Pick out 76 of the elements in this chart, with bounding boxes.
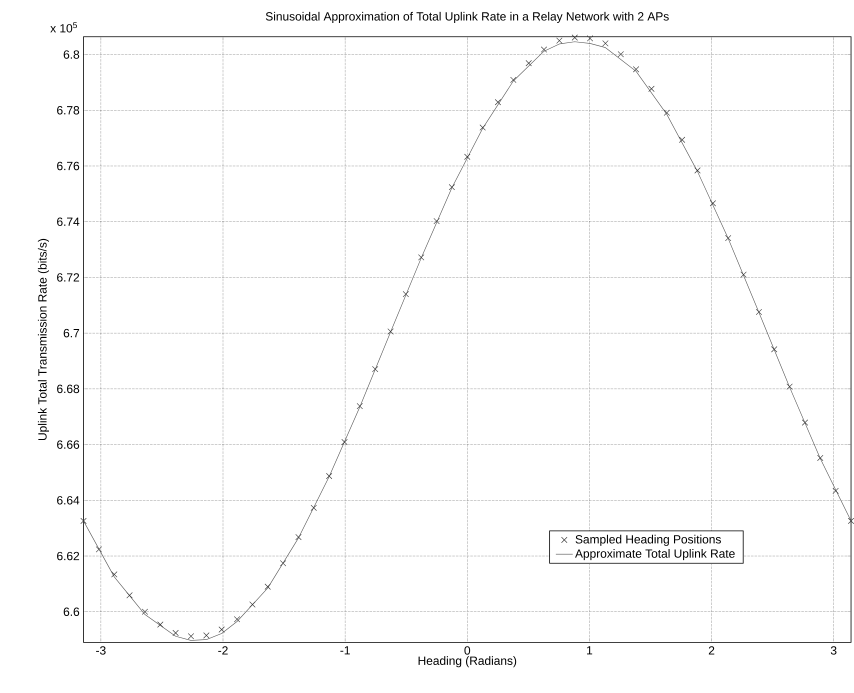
point [602,40,609,46]
point [203,632,210,639]
point [341,438,348,446]
point [510,76,516,83]
point [356,403,363,410]
point [832,488,839,494]
y-tick-label: 6.8 [64,50,80,59]
y-tick-label: 6.64 [57,496,80,505]
y-tick-label: 6.7 [64,328,80,338]
y-tick-label: 6.74 [57,217,80,226]
point [786,384,793,390]
point [96,546,102,552]
point [648,86,655,92]
y-tick-label: 6.78 [57,106,80,114]
point [434,218,440,224]
point [418,254,424,260]
point [372,366,378,372]
text: x 10$^{5}$ [50,22,77,32]
point [572,34,578,41]
point [771,346,778,352]
legend-label: Approximate Total Uplink Rate [575,549,735,560]
point [188,633,194,640]
point [740,272,747,278]
x-tick-label: 1 [587,646,592,654]
point [464,154,470,160]
point [618,51,624,58]
point [526,60,532,66]
point [710,200,716,206]
point [126,592,133,598]
point [480,124,486,131]
point [664,110,670,116]
point [694,167,701,174]
point [295,534,302,540]
line-series [83,41,852,641]
point [387,328,394,335]
point [172,630,179,636]
y-axis-title: Uplink Total Transmission Rate (bits/s) [38,238,50,440]
x-tick-label: 0 [464,646,470,655]
y-tick-label: 6.6 [64,608,80,616]
point [234,616,240,622]
point [326,472,332,480]
point [586,35,594,42]
point [756,308,762,316]
point [802,419,808,426]
point [725,235,732,242]
chart-title: Sinusoidal Approximation of Total Uplink Rate in a Relay Network with 2 APs [266,12,669,23]
point [494,99,502,106]
y-tick-label: 6.62 [57,552,80,560]
point [249,601,256,608]
x-tick-label: -2 [218,646,228,655]
point [280,560,286,566]
point [80,518,87,524]
x-tick-label: -1 [340,646,350,654]
point [556,37,562,44]
y-tick-label: 6.72 [57,273,80,282]
x-tick-label: 2 [708,646,714,655]
legend-label: Sampled Heading Positions [576,534,721,546]
point [632,66,640,72]
point [264,584,271,590]
point [402,291,409,298]
x-axis-title: Heading (Radians) [418,656,516,668]
point [111,571,118,578]
point [448,184,455,190]
x-tick-label: -3 [96,646,106,655]
point [817,454,824,462]
point [218,626,225,633]
point [310,504,317,511]
y-tick-label: 6.68 [57,384,80,394]
point [142,608,148,615]
point [848,518,854,524]
point [157,621,164,628]
point [540,46,548,53]
point [679,136,686,143]
y-tick-label: 6.66 [57,440,80,449]
x-tick-label: 3 [830,646,836,655]
y-tick-label: 6.76 [57,162,80,170]
